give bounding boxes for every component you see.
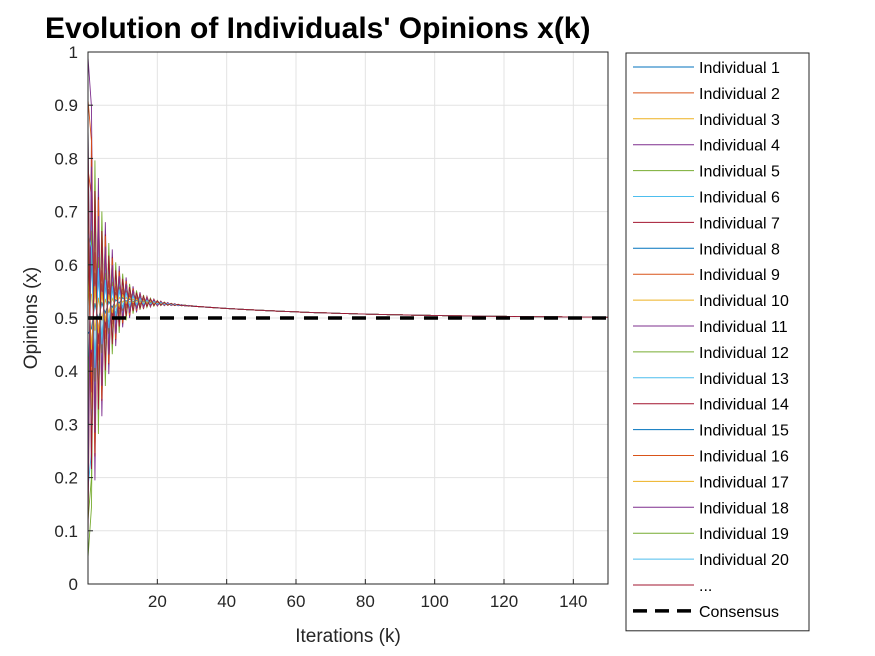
tick-labels: 20 40 60 80 100 120 140 0 0.1 0.2 0.3 0.4 0.5 0.6 0.7 0…	[54, 43, 587, 611]
series-line-7	[88, 254, 608, 367]
x-axis-label: Iterations (k)	[295, 626, 401, 647]
series-line-20	[88, 232, 608, 369]
legend-label: Individual 19	[699, 526, 789, 543]
series-line-2	[88, 168, 608, 409]
series-line-13	[88, 204, 608, 489]
x-tick-label: 100	[420, 592, 448, 611]
y-tick-label: 0.6	[54, 256, 78, 275]
series-line-8	[88, 251, 608, 398]
y-tick-label: 0.9	[54, 96, 78, 115]
series-line-16	[88, 99, 608, 454]
series-line-6	[88, 205, 608, 457]
series-line-19	[88, 160, 608, 558]
y-axis-label: Opinions (x)	[21, 267, 42, 369]
y-tick-label: 0.1	[54, 522, 78, 541]
x-tick-label: 20	[148, 592, 167, 611]
series-line-10	[88, 291, 608, 331]
y-tick-label: 0.2	[54, 469, 78, 488]
legend-label: Individual 18	[699, 500, 789, 517]
legend-label: Individual 1	[699, 60, 780, 77]
legend-label: Individual 5	[699, 164, 780, 181]
y-tick-label: 1	[69, 43, 78, 62]
legend-box	[625, 52, 810, 632]
y-tick-label: 0.7	[54, 203, 78, 222]
series-line-3	[88, 200, 608, 410]
series-line-5	[88, 184, 608, 521]
series-line-12	[88, 230, 608, 425]
y-tick-label: 0	[69, 575, 78, 594]
legend-label: Individual 14	[699, 397, 789, 414]
series-line-14	[88, 136, 608, 542]
legend-label: Individual 16	[699, 449, 789, 466]
plot-frame	[87, 51, 609, 585]
legend-label: Individual 2	[699, 86, 780, 103]
series-line-4	[88, 57, 608, 481]
legend-label: Individual 6	[699, 190, 780, 207]
x-tick-label: 40	[217, 592, 236, 611]
series-line-9	[88, 222, 608, 393]
y-tick-label: 0.4	[54, 362, 78, 381]
legend-label: Individual 4	[699, 138, 780, 155]
legend-label: ...	[699, 578, 712, 595]
legend: Individual 1 Individual 2 Individual 3 Indi…	[625, 52, 810, 632]
legend-label: Consensus	[699, 604, 779, 621]
legend-label: Individual 11	[699, 319, 788, 336]
series-line-21	[88, 126, 608, 469]
x-tick-label: 60	[287, 592, 306, 611]
y-tick-label: 0.3	[54, 415, 78, 434]
series-line-11	[88, 286, 608, 361]
y-tick-label: 0.5	[54, 309, 78, 328]
series-lines	[88, 57, 608, 558]
x-tick-label: 80	[356, 592, 375, 611]
series-line-18	[88, 166, 608, 505]
chart-title: Evolution of Individuals' Opinions x(k)	[45, 12, 590, 45]
series-line-1	[88, 126, 608, 469]
legend-label: Individual 17	[699, 474, 789, 491]
x-tick-label: 120	[490, 592, 518, 611]
legend-label: Individual 7	[699, 215, 780, 232]
legend-label: Individual 9	[699, 267, 780, 284]
legend-label: Individual 12	[699, 345, 789, 362]
y-tick-label: 0.8	[54, 149, 78, 168]
axes	[87, 51, 609, 585]
legend-label: Individual 20	[699, 552, 789, 569]
x-tick-label: 140	[559, 592, 587, 611]
legend-label: Individual 3	[699, 112, 780, 129]
legend-label: Individual 13	[699, 371, 789, 388]
legend-label: Individual 15	[699, 423, 789, 440]
series-line-17	[88, 275, 608, 350]
legend-label: Individual 8	[699, 241, 780, 258]
legend-label: Individual 10	[699, 293, 789, 310]
